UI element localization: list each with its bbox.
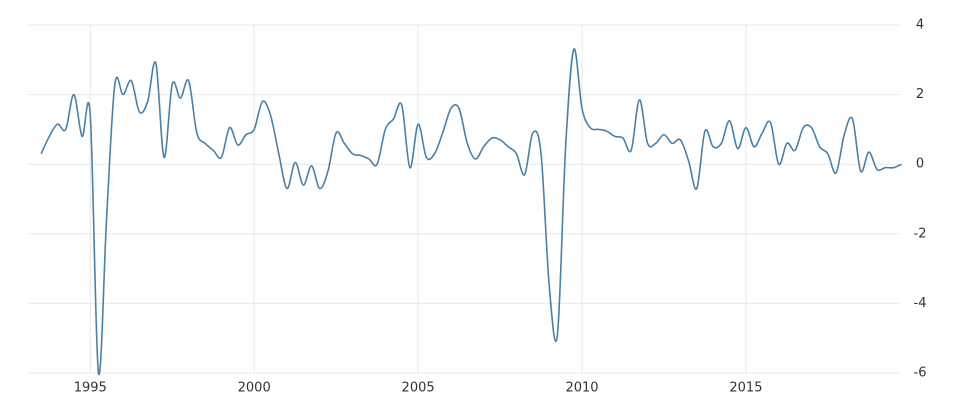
y-tick-label: -6 <box>914 366 927 381</box>
y-tick-label: -4 <box>914 296 927 311</box>
y-tick-label: 2 <box>916 87 924 102</box>
data-line <box>40 48 902 376</box>
y-tick-label: -2 <box>914 226 927 241</box>
y-tick-label: 0 <box>916 157 924 172</box>
y-tick-label: 4 <box>916 18 924 33</box>
x-tick-label: 2015 <box>729 381 762 396</box>
x-tick-label: 2000 <box>238 381 271 396</box>
x-tick-label: 1995 <box>74 381 107 396</box>
x-tick-label: 2010 <box>565 381 598 396</box>
x-tick-label: 2005 <box>402 381 435 396</box>
